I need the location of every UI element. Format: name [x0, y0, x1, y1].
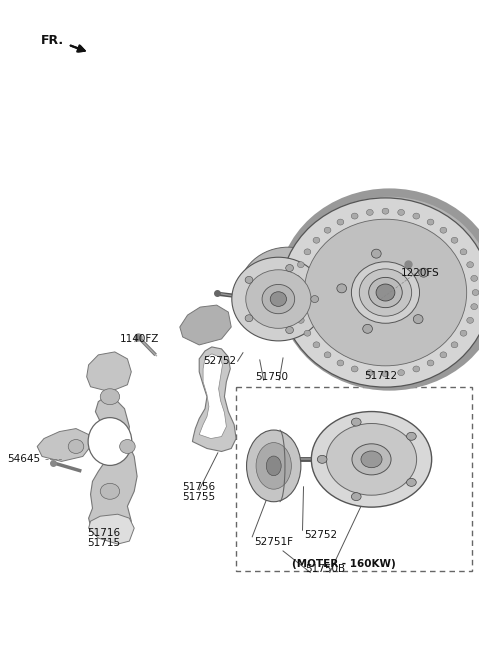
- Ellipse shape: [68, 440, 84, 453]
- Ellipse shape: [293, 275, 300, 281]
- Ellipse shape: [286, 265, 293, 271]
- Ellipse shape: [351, 366, 358, 372]
- Ellipse shape: [245, 315, 253, 322]
- Ellipse shape: [337, 284, 347, 293]
- Ellipse shape: [313, 342, 320, 348]
- Ellipse shape: [326, 424, 417, 495]
- Ellipse shape: [313, 237, 320, 243]
- Ellipse shape: [471, 304, 478, 309]
- Ellipse shape: [292, 290, 299, 296]
- Ellipse shape: [427, 219, 434, 225]
- Ellipse shape: [266, 456, 281, 476]
- Ellipse shape: [366, 210, 373, 215]
- Ellipse shape: [352, 444, 391, 475]
- Ellipse shape: [281, 198, 480, 387]
- Text: 51712: 51712: [364, 371, 397, 381]
- Ellipse shape: [351, 493, 361, 501]
- Polygon shape: [89, 514, 134, 544]
- Ellipse shape: [304, 330, 311, 336]
- Ellipse shape: [262, 284, 295, 313]
- Text: 51755: 51755: [183, 492, 216, 502]
- Ellipse shape: [361, 451, 382, 468]
- Ellipse shape: [413, 213, 420, 219]
- Ellipse shape: [460, 249, 467, 255]
- Ellipse shape: [451, 342, 458, 348]
- Ellipse shape: [293, 304, 300, 309]
- Polygon shape: [180, 305, 231, 345]
- Ellipse shape: [100, 484, 120, 499]
- Ellipse shape: [245, 277, 253, 283]
- Ellipse shape: [351, 213, 358, 219]
- Ellipse shape: [467, 261, 474, 267]
- Text: 51750: 51750: [255, 372, 288, 382]
- Ellipse shape: [88, 418, 132, 465]
- Ellipse shape: [360, 269, 412, 316]
- Text: 54645: 54645: [7, 455, 40, 464]
- Ellipse shape: [413, 366, 420, 372]
- Ellipse shape: [324, 227, 331, 233]
- Ellipse shape: [246, 270, 311, 328]
- Text: 1220FS: 1220FS: [401, 268, 440, 279]
- Ellipse shape: [363, 325, 372, 333]
- Text: (MOTER - 160KW): (MOTER - 160KW): [292, 558, 396, 568]
- Ellipse shape: [460, 330, 467, 336]
- Ellipse shape: [451, 237, 458, 243]
- Ellipse shape: [382, 208, 389, 214]
- Ellipse shape: [407, 432, 416, 440]
- Ellipse shape: [232, 258, 325, 341]
- Text: 52752: 52752: [304, 530, 337, 540]
- Ellipse shape: [247, 430, 301, 502]
- Text: 51715: 51715: [87, 538, 120, 549]
- Ellipse shape: [324, 352, 331, 358]
- Ellipse shape: [427, 360, 434, 366]
- Ellipse shape: [239, 247, 337, 335]
- Text: 52752: 52752: [204, 356, 237, 366]
- Ellipse shape: [366, 370, 373, 376]
- Ellipse shape: [398, 370, 405, 376]
- Polygon shape: [199, 354, 227, 438]
- Ellipse shape: [298, 261, 304, 267]
- Text: 51756: 51756: [183, 482, 216, 492]
- Polygon shape: [89, 397, 137, 538]
- Ellipse shape: [467, 317, 474, 323]
- Ellipse shape: [351, 261, 420, 323]
- Polygon shape: [192, 347, 236, 451]
- Ellipse shape: [407, 478, 416, 486]
- Ellipse shape: [270, 292, 287, 306]
- Ellipse shape: [471, 275, 478, 281]
- Polygon shape: [37, 428, 91, 461]
- Ellipse shape: [120, 440, 135, 453]
- Ellipse shape: [372, 249, 381, 258]
- Text: FR.: FR.: [41, 34, 64, 47]
- Ellipse shape: [376, 284, 395, 301]
- Bar: [236, 388, 472, 570]
- Ellipse shape: [419, 268, 429, 277]
- Ellipse shape: [398, 210, 405, 215]
- Ellipse shape: [288, 192, 480, 381]
- Text: 51750B: 51750B: [305, 564, 345, 574]
- Ellipse shape: [337, 219, 344, 225]
- Polygon shape: [87, 352, 132, 392]
- Bar: [320, 465, 422, 484]
- Ellipse shape: [304, 219, 467, 366]
- Ellipse shape: [256, 443, 291, 489]
- Text: 52751F: 52751F: [254, 537, 293, 547]
- Ellipse shape: [304, 249, 311, 255]
- Text: 51716: 51716: [87, 528, 120, 538]
- Ellipse shape: [337, 360, 344, 366]
- Ellipse shape: [100, 389, 120, 405]
- Ellipse shape: [286, 327, 293, 334]
- Ellipse shape: [369, 277, 402, 307]
- Text: 1140FZ: 1140FZ: [120, 334, 159, 344]
- Ellipse shape: [317, 455, 327, 463]
- Ellipse shape: [312, 411, 432, 507]
- Ellipse shape: [440, 227, 447, 233]
- Ellipse shape: [311, 296, 319, 302]
- Ellipse shape: [351, 418, 361, 426]
- Ellipse shape: [298, 317, 304, 323]
- Ellipse shape: [413, 315, 423, 324]
- Ellipse shape: [472, 290, 479, 296]
- Ellipse shape: [382, 371, 389, 377]
- Ellipse shape: [440, 352, 447, 358]
